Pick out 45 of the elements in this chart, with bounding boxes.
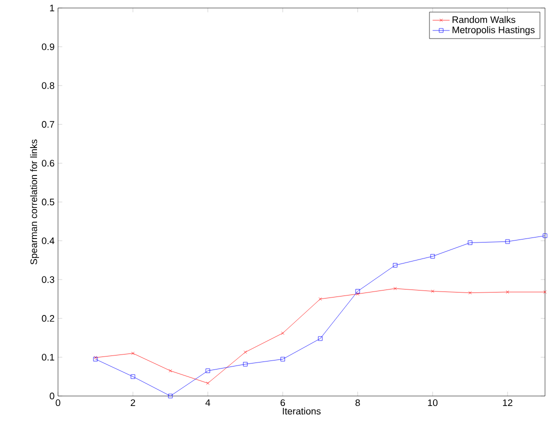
- y-tick-label: 1: [50, 4, 54, 12]
- point: [281, 332, 284, 335]
- point: [394, 286, 397, 290]
- point: [280, 356, 285, 362]
- x-tick-label: 0: [56, 399, 60, 406]
- point: [506, 290, 510, 294]
- point: [505, 239, 510, 244]
- point: [168, 369, 172, 372]
- point: [431, 290, 434, 293]
- point: [131, 352, 135, 355]
- point: [130, 374, 136, 379]
- y-tick-label: 0.3: [42, 276, 54, 283]
- x-tick-label: 8: [355, 399, 360, 406]
- y-tick-label: 0.5: [42, 198, 54, 206]
- y-tick-label: 0.4: [42, 237, 54, 244]
- point: [318, 297, 322, 301]
- point: [318, 336, 322, 341]
- point: [168, 394, 173, 398]
- point: [355, 289, 360, 294]
- point: [542, 234, 548, 238]
- point: [430, 254, 435, 259]
- y-tick-label: 0.7: [42, 121, 54, 128]
- legend-label: Random Walks: [452, 16, 516, 24]
- x-tick-label: 4: [205, 399, 210, 406]
- point: [392, 263, 398, 268]
- point: [206, 382, 210, 385]
- y-tick-label: 0.8: [42, 82, 54, 89]
- x-axis-title: Iterations: [282, 408, 321, 415]
- x-tick-label: 2: [130, 399, 136, 406]
- point: [243, 362, 248, 366]
- y-axis-title: Spearman correlation for links: [30, 140, 39, 264]
- y-tick-label: 0.1: [42, 354, 54, 361]
- point: [356, 292, 360, 296]
- point: [468, 240, 472, 245]
- legend-label: Metropolis Hastings: [452, 26, 535, 36]
- point: [244, 350, 247, 354]
- y-tick-label: 0.9: [42, 43, 54, 50]
- y-tick-label: 0.6: [42, 160, 54, 167]
- y-tick-label: 0.2: [42, 315, 54, 322]
- point: [206, 368, 210, 373]
- x-tick-label: 6: [280, 399, 285, 406]
- x-tick-label: 10: [428, 399, 438, 406]
- x-tick-label: 12: [503, 399, 512, 406]
- point: [468, 291, 472, 294]
- y-tick-label: 0: [50, 392, 54, 400]
